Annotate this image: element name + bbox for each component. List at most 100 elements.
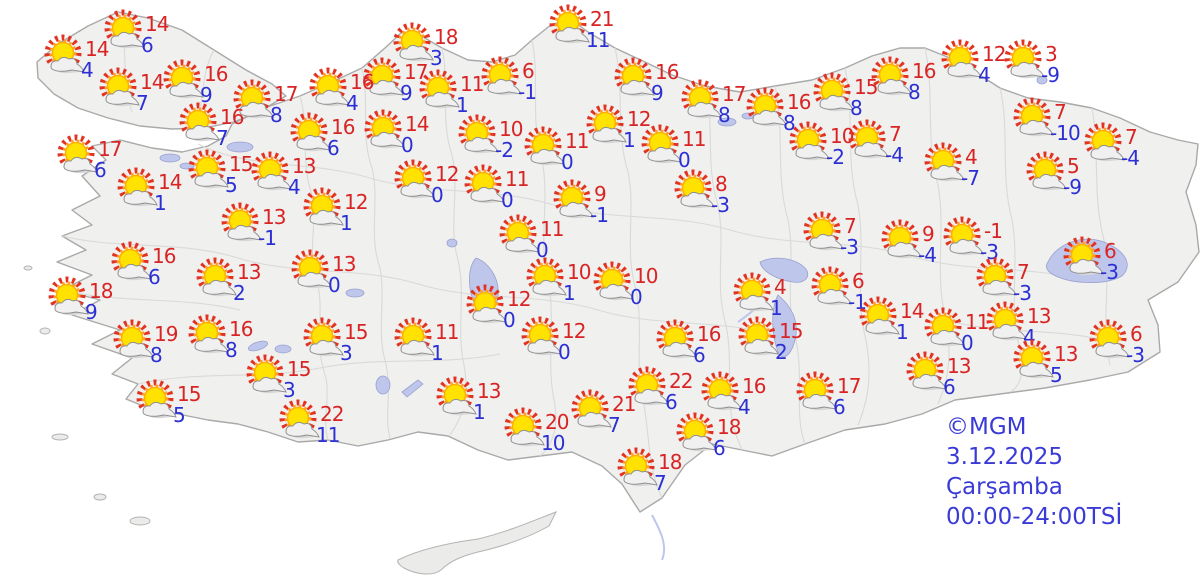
weather-station: 16 8: [186, 314, 264, 362]
low-temp: 6: [665, 390, 678, 414]
cyprus-island: [397, 511, 558, 575]
high-temp: 9: [594, 182, 607, 206]
weather-station: 21 11: [547, 4, 625, 52]
weather-station: 17 9: [361, 57, 439, 105]
weather-station: 11 1: [392, 317, 470, 365]
sun-with-cloud-icon: [57, 134, 98, 174]
sun-with-cloud-icon: [363, 57, 404, 97]
weather-station: 16 6: [288, 112, 366, 160]
sun-with-cloud-icon: [1026, 151, 1067, 191]
low-temp: -9: [1041, 63, 1060, 87]
sun-with-cloud-icon: [113, 319, 154, 359]
high-temp: 12: [507, 287, 531, 311]
sun-with-cloud-icon: [99, 67, 140, 107]
weather-station: 22 6: [626, 366, 704, 414]
weather-station: 16 4: [699, 371, 777, 419]
weather-station: 16 8: [869, 56, 947, 104]
high-temp: 16: [204, 62, 228, 86]
high-temp: 6: [1130, 322, 1143, 346]
weather-station: 6 -3: [1087, 319, 1165, 367]
sun-with-cloud-icon: [303, 187, 344, 227]
sun-with-cloud-icon: [628, 366, 669, 406]
high-temp: 10: [634, 264, 658, 288]
sun-with-cloud-icon: [436, 376, 477, 416]
sun-with-cloud-icon: [303, 317, 344, 357]
weather-station: 14 0: [362, 109, 440, 157]
high-temp: 10: [830, 124, 854, 148]
sun-with-cloud-icon: [136, 379, 177, 419]
high-temp: 16: [229, 317, 253, 341]
weather-station: 17 6: [794, 371, 872, 419]
high-temp: 13: [1027, 304, 1051, 328]
weather-station: 16 9: [161, 59, 239, 107]
credit-text: ©MGM: [946, 414, 1027, 440]
sun-with-cloud-icon: [641, 124, 682, 164]
weather-station: 18 6: [674, 412, 752, 460]
weather-station: 13 6: [904, 351, 982, 399]
high-temp: 4: [965, 145, 978, 169]
weather-station: 14 7: [97, 67, 175, 115]
low-temp: 1: [154, 191, 167, 215]
weather-station: 10 1: [524, 257, 602, 305]
high-temp: 11: [565, 129, 589, 153]
low-temp: -1: [258, 226, 277, 250]
weather-station: 13 0: [289, 249, 367, 297]
sun-with-cloud-icon: [524, 126, 565, 166]
high-temp: 11: [435, 320, 459, 344]
sun-with-cloud-icon: [521, 316, 562, 356]
high-temp: 3: [1045, 42, 1058, 66]
sun-with-cloud-icon: [419, 69, 460, 109]
high-temp: 18: [717, 415, 741, 439]
weather-station: 15 2: [736, 316, 814, 364]
low-temp: 7: [608, 413, 621, 437]
high-temp: 7: [889, 122, 902, 146]
sun-with-cloud-icon: [364, 109, 405, 149]
high-temp: 10: [567, 260, 591, 284]
low-temp: -3: [1100, 260, 1119, 284]
forecast-day: Çarşamba: [946, 474, 1063, 500]
low-temp: 2: [775, 340, 788, 364]
high-temp: 18: [89, 279, 113, 303]
high-temp: 15: [854, 75, 878, 99]
weather-station: 16 4: [307, 67, 385, 115]
low-temp: 6: [148, 265, 161, 289]
high-temp: 11: [505, 167, 529, 191]
weather-station: 16 7: [177, 102, 255, 150]
sun-with-cloud-icon: [290, 112, 331, 152]
sun-with-cloud-icon: [504, 407, 545, 447]
weather-station: 6 -1: [809, 266, 887, 314]
sun-with-cloud-icon: [943, 216, 984, 256]
low-temp: -4: [1121, 146, 1140, 170]
high-temp: 7: [1125, 125, 1138, 149]
low-temp: -3: [1013, 281, 1032, 305]
weather-station: 7 -3: [974, 257, 1052, 305]
weather-station: 21 7: [569, 389, 647, 437]
sun-with-cloud-icon: [1013, 339, 1054, 379]
low-temp: -3: [711, 193, 730, 217]
sun-with-cloud-icon: [674, 169, 715, 209]
sun-with-cloud-icon: [811, 266, 852, 306]
weather-station: 13 4: [984, 301, 1062, 349]
sun-with-cloud-icon: [464, 164, 505, 204]
low-temp: 1: [770, 296, 783, 320]
low-temp: -10: [1050, 121, 1081, 145]
high-temp: 16: [912, 59, 936, 83]
sun-with-cloud-icon: [179, 102, 220, 142]
high-temp: 14: [140, 70, 164, 94]
low-temp: -3: [840, 235, 859, 259]
sun-with-cloud-icon: [117, 167, 158, 207]
high-temp: 16: [655, 60, 679, 84]
sun-with-cloud-icon: [571, 389, 612, 429]
low-temp: 4: [288, 175, 301, 199]
low-temp: 0: [961, 331, 974, 355]
sun-with-cloud-icon: [881, 219, 922, 259]
sun-with-cloud-icon: [986, 301, 1027, 341]
low-temp: 6: [94, 158, 107, 182]
sun-with-cloud-icon: [394, 317, 435, 357]
low-temp: 11: [316, 423, 340, 447]
sun-with-cloud-icon: [393, 22, 434, 62]
sun-with-cloud-icon: [871, 56, 912, 96]
low-temp: 7: [654, 471, 667, 495]
weather-station: 12 4: [939, 39, 1017, 87]
weather-station: 13 5: [1011, 339, 1089, 387]
